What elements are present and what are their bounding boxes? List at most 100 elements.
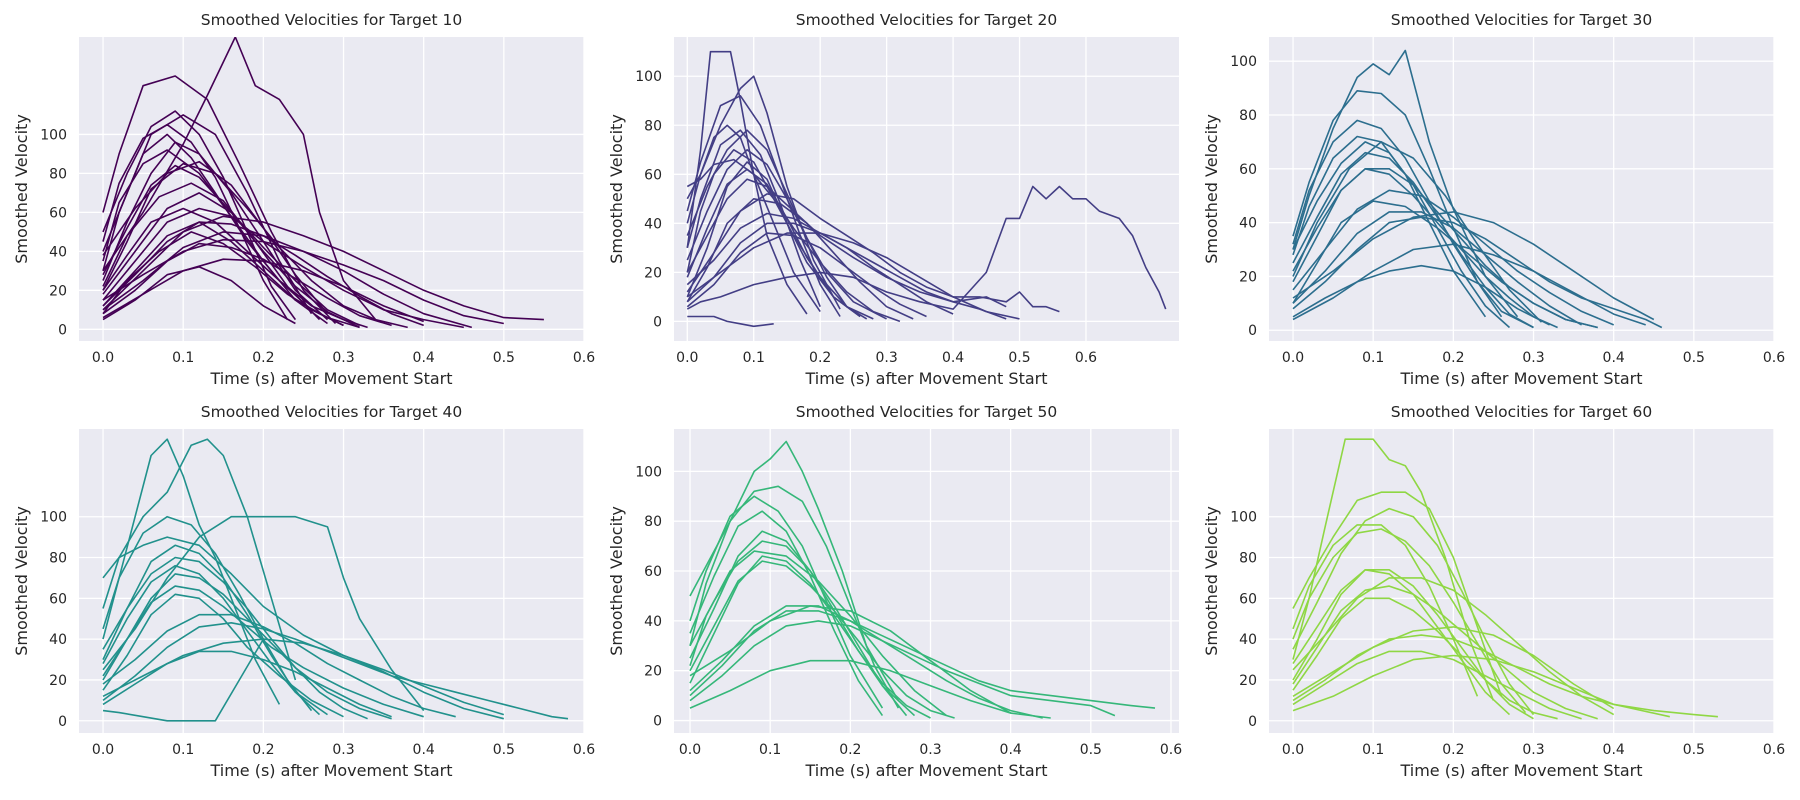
y-axis-label: Smoothed Velocity [12,114,31,264]
series-line [689,605,1012,714]
y-tick-label: 100 [1230,54,1257,70]
x-tick-label: 0.3 [1522,350,1544,366]
series-line [686,50,808,315]
x-tick-label: 0.3 [875,350,897,366]
series-line [1292,189,1615,326]
y-tick-label: 20 [1239,673,1257,689]
series-line [1292,568,1511,716]
y-tick-label: 40 [49,244,67,260]
series-line [102,149,328,325]
x-tick-label: 0.6 [573,742,595,758]
series-line [686,222,1007,320]
series-line [1292,634,1718,718]
y-tick-label: 80 [1239,551,1257,567]
x-tick-label: 0.5 [493,742,515,758]
x-tick-label: 0.6 [1075,350,1097,366]
chart-panel: 0.0 0.1 0.2 0.3 0.4 0.5 0.6 0 20 40 60 80 100 Smoothe… [607,11,1179,388]
x-tick-label: 0.2 [1442,742,1464,758]
series-line [102,160,329,315]
x-tick-label: 0.3 [919,742,941,758]
x-axis-label: Time (s) after Movement Start [1399,761,1642,780]
series-line [102,123,289,321]
series-group [102,37,544,329]
x-tick-label: 0.5 [493,350,515,366]
series-line [1292,168,1598,329]
series-line [102,585,424,718]
chart-title: Smoothed Velocities for Target 20 [796,11,1057,29]
x-tick-label: 0.2 [809,350,831,366]
x-axis-label: Time (s) after Movement Start [209,369,452,388]
y-tick-label: 0 [653,714,662,730]
y-tick-label: 60 [644,564,662,580]
x-tick-label: 0.5 [1080,742,1102,758]
y-tick-label: 80 [49,551,67,567]
chart-panel: 0.0 0.1 0.2 0.3 0.4 0.5 0.6 0 20 40 60 80 100 Smoothe… [12,403,595,780]
plot-background [1269,429,1774,733]
series-line [1292,49,1519,318]
series-line [1292,264,1550,326]
chart-panel: 0.0 0.1 0.2 0.3 0.4 0.5 0.6 0 20 40 60 80 100 Smoothe… [12,11,595,388]
x-tick-label: 0.6 [573,350,595,366]
series-line [102,593,344,718]
series-line [1292,438,1495,701]
series-line [1292,597,1558,720]
x-tick-label: 0.3 [332,742,354,758]
chart-panel: 0.0 0.1 0.2 0.3 0.4 0.5 0.6 0 20 40 60 80 100 Smoothe… [607,403,1182,780]
series-line [1292,577,1615,716]
series-line [1292,135,1487,318]
series-line [1292,524,1479,697]
y-tick-label: 100 [40,127,67,143]
series-line [102,164,360,329]
y-tick-label: 40 [1239,216,1257,232]
y-tick-label: 80 [644,118,662,134]
x-tick-label: 0.4 [1603,350,1625,366]
series-group [102,438,569,722]
y-tick-label: 0 [1248,323,1257,339]
y-tick-label: 20 [644,664,662,680]
x-tick-label: 0.5 [1683,350,1705,366]
x-tick-label: 0.1 [1362,742,1384,758]
x-tick-label: 0.2 [252,350,274,366]
series-line [689,540,908,717]
y-tick-label: 60 [1239,591,1257,607]
x-tick-label: 0.1 [743,350,765,366]
series-line [689,605,1043,719]
series-line [102,37,377,321]
y-tick-label: 80 [1239,108,1257,124]
series-line [102,242,392,327]
x-tick-label: 0.5 [1008,350,1030,366]
series-line [1292,151,1534,329]
series-line [102,438,281,705]
x-tick-label: 0.3 [332,350,354,366]
x-tick-label: 0.3 [1522,742,1544,758]
series-line [102,515,425,712]
y-tick-label: 0 [58,714,67,730]
series-line [689,560,955,719]
series-line [1292,119,1534,329]
x-tick-label: 0.6 [1160,742,1182,758]
y-tick-label: 40 [644,216,662,232]
series-line [686,149,874,320]
series-line [102,438,297,681]
series-line [102,110,297,321]
x-tick-label: 0.4 [1603,742,1625,758]
x-tick-label: 0.0 [1282,742,1304,758]
y-tick-label: 20 [49,673,67,689]
series-line [687,315,774,328]
x-tick-label: 0.0 [679,742,701,758]
series-line [686,168,861,318]
y-tick-label: 20 [1239,269,1257,285]
y-axis-label: Smoothed Velocity [1202,506,1221,656]
chart-title: Smoothed Velocities for Target 10 [201,11,462,29]
series-line [689,620,1116,717]
y-tick-label: 100 [1230,510,1257,526]
series-line [686,129,821,308]
series-line [102,638,265,722]
chart-title: Smoothed Velocities for Target 60 [1391,403,1652,421]
y-tick-label: 100 [635,464,662,480]
y-tick-label: 60 [49,591,67,607]
series-line [102,515,313,712]
series-line [686,232,1020,320]
y-tick-label: 20 [49,283,67,299]
